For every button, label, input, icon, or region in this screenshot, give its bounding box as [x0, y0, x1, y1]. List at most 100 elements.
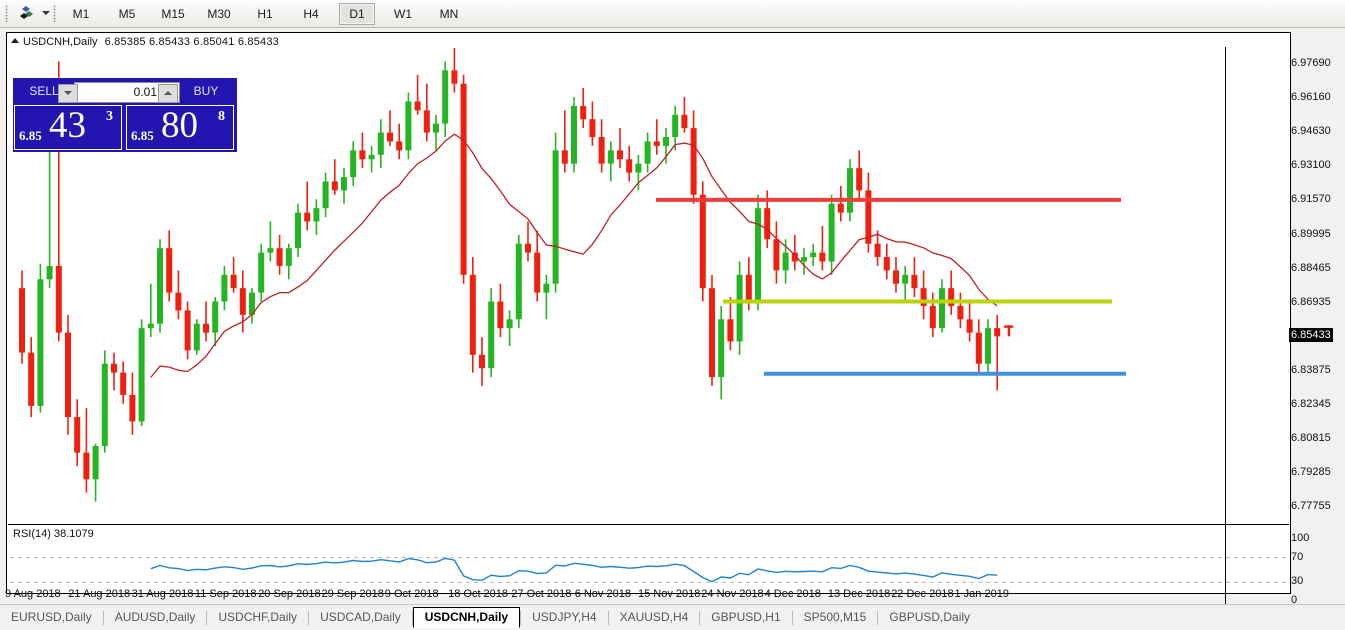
chart-tab-bar: EURUSD,Daily AUDUSD,Daily USDCHF,Daily USDC… — [0, 604, 1345, 630]
date-tick: 9 Oct 2018 — [384, 588, 439, 600]
date-tick: 11 Sep 2018 — [194, 588, 257, 600]
chart-tab-xauusd-h4[interactable]: XAUUSD,H4 — [619, 610, 689, 624]
price-tick: 6.89995 — [1291, 227, 1331, 240]
price-tick: 6.83875 — [1291, 363, 1331, 376]
current-price-tag: 6.85433 — [1289, 328, 1333, 343]
moving-average-line — [150, 133, 998, 378]
timeframe-button-h1[interactable]: H1 — [257, 6, 273, 21]
price-tick: 6.77755 — [1291, 499, 1331, 512]
timeframe-buttons: M1 M5 M15 M30 H1 H4 D1 W1 MN — [58, 0, 472, 27]
date-tick: 27 Oct 2018 — [511, 588, 572, 600]
date-tick: 6 Nov 2018 — [574, 588, 631, 600]
price-scale[interactable]: 6.97690 6.96160 6.94630 6.93100 6.91570 6.899… — [1289, 32, 1345, 606]
date-tick: 9 Aug 2018 — [5, 588, 61, 600]
chart-tab-eurusd-daily[interactable]: EURUSD,Daily — [11, 610, 92, 624]
octp-controls: SELL 0.01 BUY — [14, 79, 236, 105]
rsi-tick: 70 — [1291, 550, 1304, 563]
date-tick: 24 Nov 2018 — [701, 588, 764, 600]
chart-symbol-label: USDCNH,Daily — [23, 36, 98, 48]
sell-price-prefix: 6.85 — [19, 128, 42, 143]
chart-tab-audusd-daily[interactable]: AUDUSD,Daily — [114, 610, 196, 624]
date-axis: 9 Aug 2018 21 Aug 2018 31 Aug 2018 11 Sep 2… — [0, 588, 1290, 602]
octp-prices: 6.85 43 3 6.85 80 8 — [14, 105, 236, 151]
timeframe-grip[interactable] — [53, 5, 56, 22]
chart-right-axis-line — [1225, 47, 1226, 611]
tab-separator — [102, 610, 104, 625]
timeframe-button-m30[interactable]: M30 — [207, 6, 231, 21]
chart-tab-gbpusd-daily[interactable]: GBPUSD,Daily — [889, 610, 971, 624]
rsi-pane[interactable]: RSI(14) 38.1079 — [8, 525, 1289, 611]
chart-tab-sp500-m15[interactable]: SP500,M15 — [803, 610, 867, 624]
volume-stepper[interactable]: 0.01 — [58, 82, 180, 103]
chart-tab-usdcad-daily[interactable]: USDCAD,Daily — [320, 610, 401, 624]
buy-price-prefix: 6.85 — [131, 128, 154, 143]
tab-separator — [206, 610, 208, 625]
rsi-tick: 100 — [1291, 532, 1310, 544]
chart-tab-usdcnh-daily[interactable]: USDCNH,Daily — [412, 607, 521, 628]
timeframe-button-w1[interactable]: W1 — [394, 6, 412, 21]
buy-button[interactable]: BUY — [193, 84, 219, 98]
chart-tab-usdchf-daily[interactable]: USDCHF,Daily — [218, 610, 298, 624]
buy-price-big: 80 — [161, 105, 198, 146]
tab-separator — [791, 610, 793, 625]
triangle-up-icon — [11, 38, 19, 43]
date-tick: 22 Dec 2018 — [891, 588, 954, 600]
timeframe-button-m1[interactable]: M1 — [72, 6, 90, 21]
volume-increment-button[interactable] — [158, 84, 178, 103]
price-tick: 6.86935 — [1291, 295, 1331, 308]
top-toolbar: M1 M5 M15 M30 H1 H4 D1 W1 MN — [0, 0, 1345, 28]
price-tick: 6.94630 — [1291, 124, 1331, 137]
tab-separator — [877, 610, 879, 625]
timeframe-button-h4[interactable]: H4 — [303, 6, 319, 21]
date-tick: 18 Oct 2018 — [448, 588, 509, 600]
chart-ohlc-values: 6.85385 6.85433 6.85041 6.85433 — [104, 36, 279, 48]
one-click-trading-panel[interactable]: SELL 0.01 BUY 6.85 43 3 6.85 80 8 — [13, 78, 237, 152]
price-tick: 6.91570 — [1291, 192, 1331, 205]
chevron-down-icon[interactable] — [42, 11, 50, 15]
date-tick: 21 Aug 2018 — [68, 588, 131, 600]
price-tick: 6.97690 — [1291, 56, 1331, 69]
timeframe-button-mn[interactable]: MN — [439, 6, 459, 21]
tab-separator — [308, 610, 310, 625]
date-tick: 31 Aug 2018 — [131, 588, 194, 600]
timeframe-button-d1[interactable]: D1 — [339, 2, 375, 25]
date-tick: 20 Sep 2018 — [258, 588, 321, 600]
price-tick: 6.93100 — [1291, 158, 1331, 171]
sell-price-big: 43 — [49, 105, 86, 146]
date-tick: 13 Dec 2018 — [827, 588, 891, 600]
volume-value[interactable]: 0.01 — [133, 85, 157, 99]
date-tick: 1 Jan 2019 — [954, 588, 1009, 600]
sell-price-fraction: 3 — [106, 109, 113, 124]
timeframe-button-m5[interactable]: M5 — [118, 6, 136, 21]
volume-decrement-button[interactable] — [58, 84, 78, 103]
rsi-tick: 30 — [1291, 575, 1304, 588]
date-tick: 29 Sep 2018 — [321, 588, 384, 600]
rsi-indicator-label: RSI(14) 38.1079 — [13, 528, 94, 540]
price-tick: 6.82345 — [1291, 397, 1331, 410]
bid-price-marker — [1004, 325, 1014, 337]
sell-button[interactable]: SELL — [29, 84, 59, 98]
date-tick: 15 Nov 2018 — [638, 588, 701, 600]
price-tick: 6.96160 — [1291, 90, 1331, 103]
date-tick: 4 Dec 2018 — [764, 588, 821, 600]
sell-price-box[interactable]: 6.85 43 3 — [14, 105, 122, 150]
pane-divider — [8, 524, 1289, 525]
timeframe-button-m15[interactable]: M15 — [161, 6, 185, 21]
buy-price-box[interactable]: 6.85 80 8 — [126, 105, 234, 150]
tab-separator — [607, 610, 609, 625]
chart-tab-gbpusd-h1[interactable]: GBPUSD,H1 — [711, 610, 781, 624]
indicators-icon[interactable] — [18, 4, 40, 23]
price-tick: 6.79285 — [1291, 465, 1331, 478]
price-tick: 6.80815 — [1291, 431, 1331, 444]
tab-separator — [699, 610, 701, 625]
chart-symbol-header: USDCNH,Daily 6.85385 6.85433 6.85041 6.85… — [11, 36, 279, 48]
chart-window[interactable]: USDCNH,Daily 6.85385 6.85433 6.85041 6.85… — [6, 32, 1291, 611]
tab-separator — [520, 610, 522, 625]
tab-separator — [411, 610, 413, 625]
buy-price-fraction: 8 — [218, 109, 225, 124]
chart-tab-usdjpy-h4[interactable]: USDJPY,H4 — [532, 610, 597, 624]
rsi-line — [150, 557, 998, 583]
toolbar-grip[interactable] — [5, 5, 8, 22]
price-tick: 6.88465 — [1291, 261, 1331, 274]
